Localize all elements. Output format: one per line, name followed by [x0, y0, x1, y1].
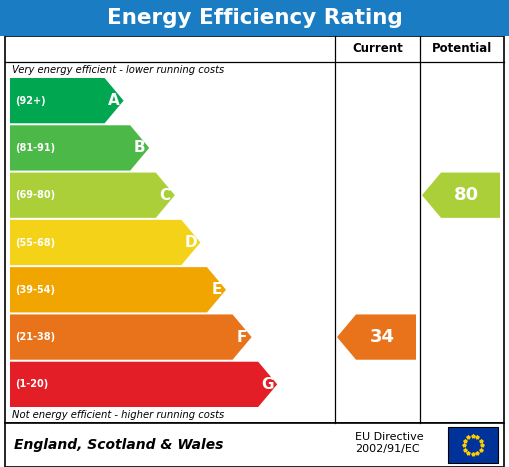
Bar [5, 36, 504, 423]
Polygon shape [10, 78, 124, 123]
Text: 80: 80 [454, 186, 479, 204]
Text: 34: 34 [370, 328, 394, 346]
Text: F: F [237, 330, 247, 345]
Text: A: A [108, 93, 120, 108]
Text: Not energy efficient - higher running costs: Not energy efficient - higher running co… [12, 410, 224, 420]
Polygon shape [10, 267, 226, 312]
Polygon shape [10, 314, 251, 360]
Text: Current: Current [352, 42, 403, 56]
Text: England, Scotland & Wales: England, Scotland & Wales [14, 438, 223, 452]
Polygon shape [10, 173, 175, 218]
Polygon shape [337, 314, 416, 360]
Text: (81-91): (81-91) [15, 143, 55, 153]
Text: (55-68): (55-68) [15, 238, 55, 248]
Text: EU Directive
2002/91/EC: EU Directive 2002/91/EC [355, 432, 423, 454]
Polygon shape [10, 125, 149, 170]
Bar [448, 427, 498, 463]
Text: C: C [160, 188, 171, 203]
Text: (21-38): (21-38) [15, 332, 55, 342]
Text: Energy Efficiency Rating: Energy Efficiency Rating [106, 8, 403, 28]
Bar [5, 423, 504, 467]
Text: B: B [134, 141, 146, 156]
Text: (1-20): (1-20) [15, 379, 48, 389]
Text: (39-54): (39-54) [15, 285, 55, 295]
Polygon shape [422, 173, 500, 218]
Polygon shape [10, 362, 277, 407]
Text: D: D [185, 235, 197, 250]
Text: G: G [262, 377, 274, 392]
Text: E: E [211, 282, 222, 297]
Text: (92+): (92+) [15, 96, 46, 106]
Text: Very energy efficient - lower running costs: Very energy efficient - lower running co… [12, 65, 224, 75]
Bar [0, 0, 509, 36]
Polygon shape [10, 220, 201, 265]
Text: (69-80): (69-80) [15, 190, 55, 200]
Text: Potential: Potential [432, 42, 492, 56]
